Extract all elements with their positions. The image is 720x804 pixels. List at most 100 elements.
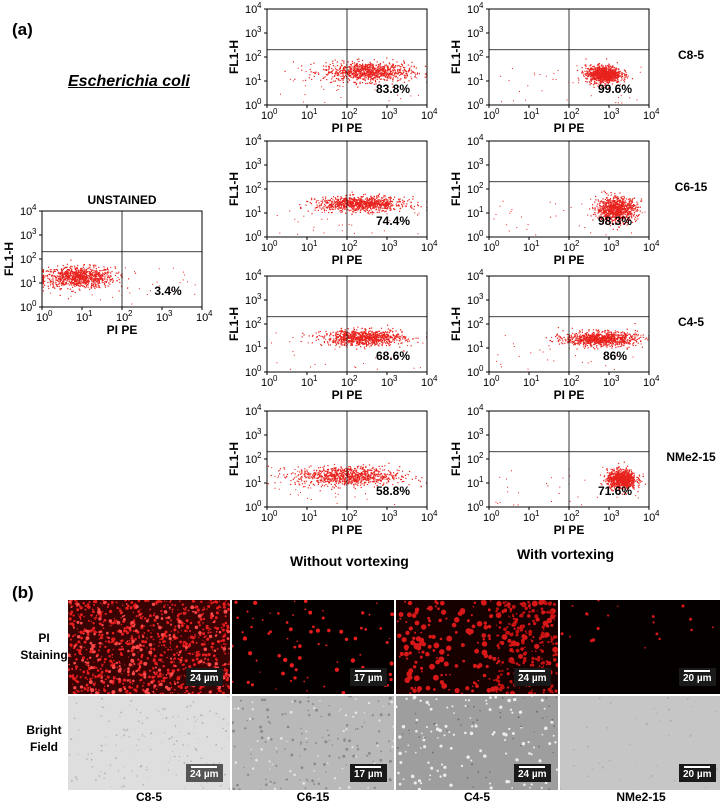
data-point bbox=[117, 280, 118, 281]
x-tick-label: 10 bbox=[196, 312, 208, 324]
data-point bbox=[519, 91, 520, 92]
data-point bbox=[604, 74, 605, 75]
x-tick-label: 10 bbox=[36, 312, 48, 324]
data-point bbox=[396, 61, 397, 62]
data-point bbox=[326, 79, 327, 80]
data-point bbox=[104, 284, 105, 285]
data-point bbox=[596, 206, 597, 207]
data-point bbox=[628, 199, 629, 200]
data-point bbox=[613, 206, 614, 207]
data-point bbox=[609, 206, 610, 207]
x-axis-label: PI PE bbox=[554, 253, 585, 267]
data-point bbox=[303, 102, 304, 103]
data-point bbox=[614, 72, 615, 73]
data-point bbox=[605, 69, 606, 70]
data-point bbox=[90, 274, 91, 275]
data-point bbox=[50, 282, 51, 283]
data-point bbox=[392, 71, 393, 72]
data-point bbox=[364, 210, 365, 211]
data-point bbox=[303, 80, 304, 81]
x-tick-exponent: 2 bbox=[128, 309, 133, 318]
data-point bbox=[317, 204, 318, 205]
data-point bbox=[367, 65, 368, 66]
data-point bbox=[47, 282, 48, 283]
data-point bbox=[340, 196, 341, 197]
data-point bbox=[594, 210, 595, 211]
x-tick-exponent: 0 bbox=[495, 239, 500, 248]
data-point bbox=[360, 198, 361, 199]
data-point bbox=[85, 287, 86, 288]
data-point bbox=[605, 68, 606, 69]
data-point bbox=[104, 283, 105, 284]
data-point bbox=[352, 63, 353, 64]
data-point bbox=[345, 195, 346, 196]
data-point bbox=[85, 278, 86, 279]
data-point bbox=[61, 283, 62, 284]
data-point bbox=[616, 80, 617, 81]
data-point bbox=[613, 198, 614, 199]
data-point bbox=[107, 279, 108, 280]
data-point bbox=[345, 71, 346, 72]
data-point bbox=[360, 78, 361, 79]
data-point bbox=[369, 205, 370, 206]
data-point bbox=[94, 272, 95, 273]
data-point bbox=[347, 201, 348, 202]
data-point bbox=[87, 284, 88, 285]
data-point bbox=[622, 76, 623, 77]
data-point bbox=[345, 72, 346, 73]
data-point bbox=[343, 203, 344, 204]
data-point bbox=[330, 209, 331, 210]
x-tick-label: 10 bbox=[643, 110, 655, 122]
data-point bbox=[629, 207, 630, 208]
data-point bbox=[601, 200, 602, 201]
data-point bbox=[375, 206, 376, 207]
data-point bbox=[352, 194, 353, 195]
data-point bbox=[95, 277, 96, 278]
data-point bbox=[342, 80, 343, 81]
data-point bbox=[351, 64, 352, 65]
data-point bbox=[363, 70, 364, 71]
data-point bbox=[366, 205, 367, 206]
data-point bbox=[43, 287, 44, 288]
data-point bbox=[352, 208, 353, 209]
data-point bbox=[349, 205, 350, 206]
data-point bbox=[323, 89, 324, 90]
data-point bbox=[69, 281, 70, 282]
data-point bbox=[617, 203, 618, 204]
data-point bbox=[378, 71, 379, 72]
data-point bbox=[348, 61, 349, 62]
data-point bbox=[86, 273, 87, 274]
data-point bbox=[329, 207, 330, 208]
data-point bbox=[74, 277, 75, 278]
x-tick-exponent: 1 bbox=[88, 309, 93, 318]
data-point bbox=[392, 201, 393, 202]
data-point bbox=[285, 71, 286, 72]
data-point bbox=[350, 204, 351, 205]
data-point bbox=[371, 72, 372, 73]
x-tick-label: 10 bbox=[421, 242, 433, 254]
data-point bbox=[390, 200, 391, 201]
data-point bbox=[74, 278, 75, 279]
data-point bbox=[331, 68, 332, 69]
y-axis-label: FL1-H bbox=[227, 40, 241, 74]
data-point bbox=[328, 66, 329, 67]
data-point bbox=[594, 81, 595, 82]
data-point bbox=[47, 278, 48, 279]
data-point bbox=[72, 266, 73, 267]
data-point bbox=[353, 69, 354, 70]
y-tick-label: 10 bbox=[467, 136, 479, 148]
data-point bbox=[645, 212, 646, 213]
data-point bbox=[47, 270, 48, 271]
data-point bbox=[70, 273, 71, 274]
data-point bbox=[110, 279, 111, 280]
data-point bbox=[405, 70, 406, 71]
data-point bbox=[79, 282, 80, 283]
data-point bbox=[630, 211, 631, 212]
data-point bbox=[63, 265, 64, 266]
data-point bbox=[102, 282, 103, 283]
data-point bbox=[525, 100, 526, 101]
data-point bbox=[66, 267, 67, 268]
data-point bbox=[399, 347, 400, 348]
data-point bbox=[367, 199, 368, 200]
data-point bbox=[74, 279, 75, 280]
